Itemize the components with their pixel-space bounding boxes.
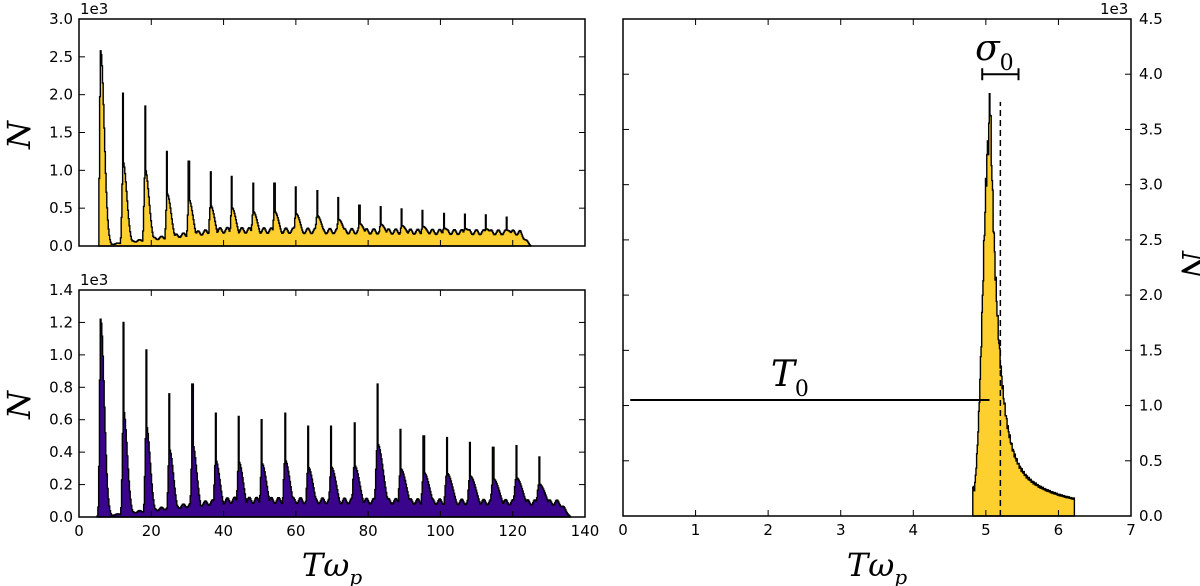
x-tick-label: 20 — [142, 522, 161, 540]
y-ticks: 0.0 0.5 1.0 1.5 2.0 2.5 3.0 3.5 4.0 4.5 — [623, 10, 1163, 525]
x-tick-label: 0 — [618, 521, 628, 539]
y-ticks: 0.0 0.2 0.4 0.6 0.8 1.0 1.2 1.4 — [49, 281, 585, 526]
annotations: T0 σ0 — [630, 28, 1020, 516]
x-tick-label: 0 — [74, 522, 84, 540]
y-ticks: 0.0 0.5 1.0 1.5 2.0 2.5 3.0 — [49, 10, 586, 255]
histogram-bars — [972, 93, 1076, 517]
x-tick-label: 7 — [1126, 521, 1136, 539]
x-axis-label: Tωp — [302, 546, 362, 586]
y-axis-label: N — [0, 120, 38, 150]
y-tick-label: 3.0 — [1139, 176, 1163, 194]
x-tick-label: 100 — [426, 522, 455, 540]
y-tick-label: 1.4 — [49, 281, 73, 299]
width-label: σ0 — [975, 28, 1014, 76]
y-axis-label: N — [0, 390, 38, 420]
x-tick-label: 1 — [691, 521, 701, 539]
y-tick-label: 2.0 — [1139, 286, 1163, 304]
y-tick-label: 2.5 — [49, 48, 73, 66]
y-offset-text: 1e3 — [80, 271, 108, 289]
x-tick-label: 120 — [498, 522, 527, 540]
y-tick-label: 1.0 — [1139, 397, 1163, 415]
x-tick-label: 60 — [286, 522, 305, 540]
y-tick-label: 4.5 — [1139, 10, 1163, 28]
y-tick-label: 1.5 — [1139, 341, 1163, 359]
y-tick-label: 1.2 — [49, 313, 73, 331]
y-tick-label: 0.0 — [1139, 507, 1163, 525]
x-tick-label: 80 — [359, 522, 378, 540]
x-tick-label: 140 — [571, 522, 600, 540]
x-tick-label: 4 — [909, 521, 919, 539]
y-tick-label: 0.6 — [49, 411, 73, 429]
y-tick-label: 0.5 — [49, 199, 73, 217]
histogram-outline — [972, 93, 1076, 517]
x-ticks: 0 1 2 3 4 5 6 7 — [618, 19, 1136, 539]
x-tick-label: 2 — [763, 521, 773, 539]
y-tick-label: 1.5 — [49, 124, 73, 142]
y-tick-label: 0.4 — [49, 443, 73, 461]
y-tick-label: 3.5 — [1139, 120, 1163, 138]
histogram-bars — [98, 50, 532, 247]
y-tick-label: 0.0 — [49, 237, 73, 255]
panel-bottom-left-histogram: 0.0 0.2 0.4 0.6 0.8 1.0 1.2 1.4 0 20 40 60 80 100 120… — [0, 271, 599, 586]
period-label: T0 — [771, 354, 809, 402]
y-tick-label: 0.0 — [49, 508, 73, 526]
histogram-outline — [96, 318, 572, 518]
y-tick-label: 1.0 — [49, 161, 73, 179]
x-ticks: 0 20 40 60 80 100 120 140 — [74, 290, 599, 540]
y-tick-label: 2.0 — [49, 86, 73, 104]
x-tick-label: 5 — [981, 521, 991, 539]
panel-top-left-histogram: 0.0 0.5 1.0 1.5 2.0 2.5 3.0 1e3 N — [0, 0, 586, 255]
y-tick-label: 1.0 — [49, 346, 73, 364]
plot-frame — [78, 289, 586, 518]
y-tick-label: 4.0 — [1139, 65, 1163, 83]
plot-frame — [622, 18, 1132, 517]
y-tick-label: 2.5 — [1139, 231, 1163, 249]
y-tick-label: 3.0 — [49, 10, 73, 28]
y-tick-label: 0.5 — [1139, 452, 1163, 470]
x-tick-label: 3 — [836, 521, 846, 539]
y-offset-text: 1e3 — [80, 0, 108, 18]
x-tick-label: 6 — [1054, 521, 1064, 539]
histogram-bars — [96, 318, 572, 518]
histogram-outline — [98, 50, 532, 247]
y-tick-label: 0.8 — [49, 378, 73, 396]
y-tick-label: 0.2 — [49, 476, 73, 494]
plot-frame — [78, 18, 586, 247]
y-axis-label: N — [1174, 250, 1200, 280]
x-axis-label: Tωp — [847, 546, 907, 586]
x-tick-label: 40 — [214, 522, 233, 540]
y-offset-text: 1e3 — [1100, 0, 1128, 18]
